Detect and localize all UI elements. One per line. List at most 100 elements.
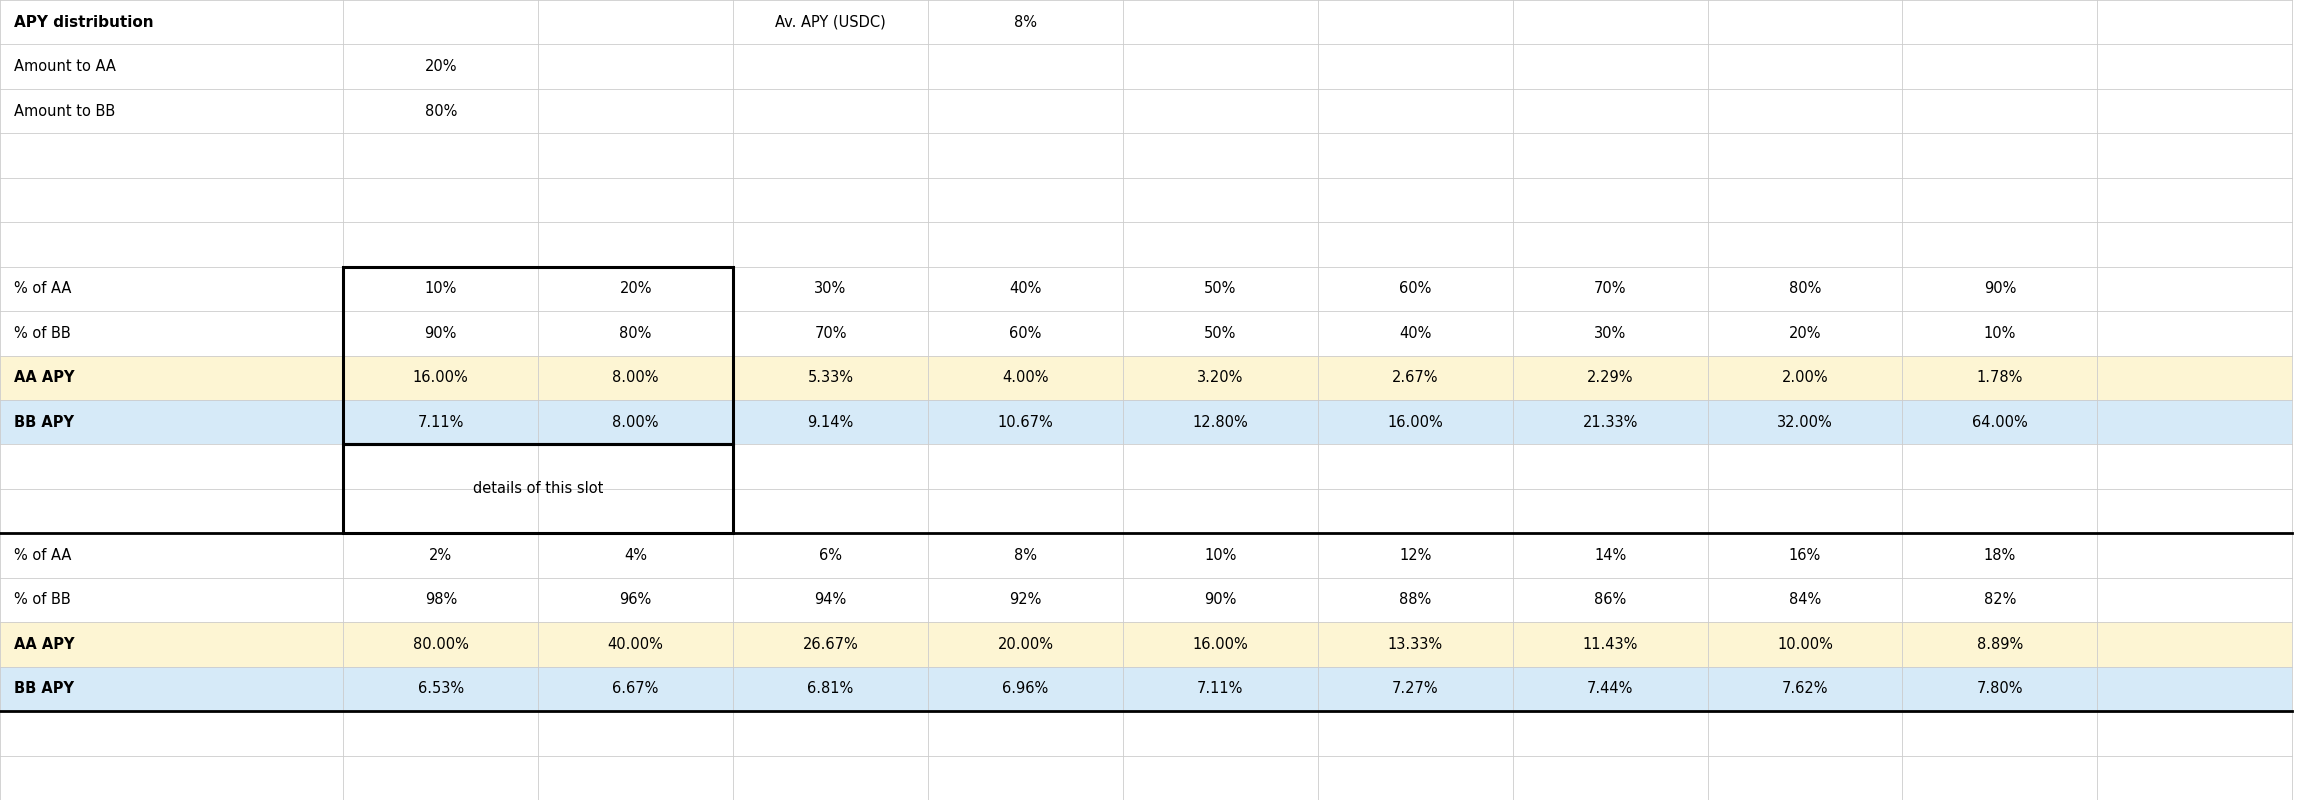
- Text: 40%: 40%: [1399, 326, 1431, 341]
- Bar: [343, 666, 538, 711]
- Bar: [1902, 400, 2097, 445]
- Bar: [1708, 355, 1902, 400]
- Text: 80%: 80%: [619, 326, 652, 341]
- Text: 20%: 20%: [619, 282, 652, 296]
- Text: 40%: 40%: [1009, 282, 1042, 296]
- Bar: [0, 400, 343, 445]
- Bar: [1902, 666, 2097, 711]
- Text: 10%: 10%: [425, 282, 457, 296]
- Text: 1.78%: 1.78%: [1977, 370, 2023, 386]
- Text: % of AA: % of AA: [14, 282, 72, 296]
- Text: 64.00%: 64.00%: [1972, 414, 2028, 430]
- Bar: [343, 622, 538, 666]
- Text: 10%: 10%: [1204, 548, 1237, 563]
- Bar: [1123, 622, 1318, 666]
- Text: 2%: 2%: [429, 548, 452, 563]
- Text: 4.00%: 4.00%: [1002, 370, 1049, 386]
- Bar: [538, 622, 733, 666]
- Text: 86%: 86%: [1594, 593, 1626, 607]
- Text: 7.44%: 7.44%: [1587, 682, 1633, 696]
- Text: AA APY: AA APY: [14, 370, 74, 386]
- Bar: [538, 400, 733, 445]
- Text: 50%: 50%: [1204, 282, 1237, 296]
- Text: 60%: 60%: [1009, 326, 1042, 341]
- Text: 6.81%: 6.81%: [807, 682, 854, 696]
- Text: 80%: 80%: [1789, 282, 1821, 296]
- Text: 40.00%: 40.00%: [608, 637, 664, 652]
- Bar: [343, 400, 538, 445]
- Bar: [0, 622, 343, 666]
- Text: 9.14%: 9.14%: [807, 414, 854, 430]
- Text: 18%: 18%: [1984, 548, 2016, 563]
- Text: 16%: 16%: [1789, 548, 1821, 563]
- Text: 20.00%: 20.00%: [998, 637, 1053, 652]
- Bar: [1708, 666, 1902, 711]
- Bar: [928, 622, 1123, 666]
- Text: 50%: 50%: [1204, 326, 1237, 341]
- Bar: [733, 622, 928, 666]
- Text: 16.00%: 16.00%: [1192, 637, 1248, 652]
- Bar: [538, 666, 733, 711]
- Text: 84%: 84%: [1789, 593, 1821, 607]
- Bar: [1123, 666, 1318, 711]
- Bar: [2097, 400, 2292, 445]
- Text: BB APY: BB APY: [14, 414, 74, 430]
- Bar: [2097, 622, 2292, 666]
- Bar: [343, 355, 538, 400]
- Text: 30%: 30%: [814, 282, 847, 296]
- Text: Amount to BB: Amount to BB: [14, 104, 116, 118]
- Text: 8.89%: 8.89%: [1977, 637, 2023, 652]
- Bar: [928, 666, 1123, 711]
- Bar: [2097, 666, 2292, 711]
- Text: 88%: 88%: [1399, 593, 1431, 607]
- Text: 20%: 20%: [1789, 326, 1821, 341]
- Bar: [343, 266, 733, 445]
- Bar: [1318, 355, 1513, 400]
- Text: BB APY: BB APY: [14, 682, 74, 696]
- Text: 80%: 80%: [425, 104, 457, 118]
- Bar: [538, 355, 733, 400]
- Text: 90%: 90%: [425, 326, 457, 341]
- Text: APY distribution: APY distribution: [14, 14, 153, 30]
- Text: 6.96%: 6.96%: [1002, 682, 1049, 696]
- Bar: [733, 666, 928, 711]
- Text: 16.00%: 16.00%: [413, 370, 469, 386]
- Text: 16.00%: 16.00%: [1387, 414, 1443, 430]
- Text: Av. APY (USDC): Av. APY (USDC): [775, 14, 886, 30]
- Bar: [733, 355, 928, 400]
- Bar: [1708, 622, 1902, 666]
- Text: 6.67%: 6.67%: [612, 682, 659, 696]
- Text: 8%: 8%: [1014, 14, 1037, 30]
- Text: 7.62%: 7.62%: [1782, 682, 1828, 696]
- Text: 70%: 70%: [814, 326, 847, 341]
- Text: 6.53%: 6.53%: [418, 682, 464, 696]
- Bar: [1902, 622, 2097, 666]
- Text: 30%: 30%: [1594, 326, 1626, 341]
- Text: 94%: 94%: [814, 593, 847, 607]
- Text: 96%: 96%: [619, 593, 652, 607]
- Bar: [733, 400, 928, 445]
- Text: 13.33%: 13.33%: [1387, 637, 1443, 652]
- Text: 21.33%: 21.33%: [1582, 414, 1638, 430]
- Bar: [1123, 355, 1318, 400]
- Text: 7.80%: 7.80%: [1977, 682, 2023, 696]
- Text: 8.00%: 8.00%: [612, 370, 659, 386]
- Text: 12.80%: 12.80%: [1192, 414, 1248, 430]
- Text: 5.33%: 5.33%: [807, 370, 854, 386]
- Text: 20%: 20%: [425, 59, 457, 74]
- Text: 10%: 10%: [1984, 326, 2016, 341]
- Text: 3.20%: 3.20%: [1197, 370, 1244, 386]
- Bar: [1513, 355, 1708, 400]
- Text: % of BB: % of BB: [14, 326, 70, 341]
- Text: 7.11%: 7.11%: [1197, 682, 1244, 696]
- Bar: [1318, 622, 1513, 666]
- Text: Amount to AA: Amount to AA: [14, 59, 116, 74]
- Text: 6%: 6%: [819, 548, 842, 563]
- Text: 11.43%: 11.43%: [1582, 637, 1638, 652]
- Text: 10.67%: 10.67%: [998, 414, 1053, 430]
- Bar: [1513, 400, 1708, 445]
- Text: 82%: 82%: [1984, 593, 2016, 607]
- Text: 2.67%: 2.67%: [1392, 370, 1438, 386]
- Text: details of this slot: details of this slot: [473, 482, 603, 496]
- Text: 90%: 90%: [1204, 593, 1237, 607]
